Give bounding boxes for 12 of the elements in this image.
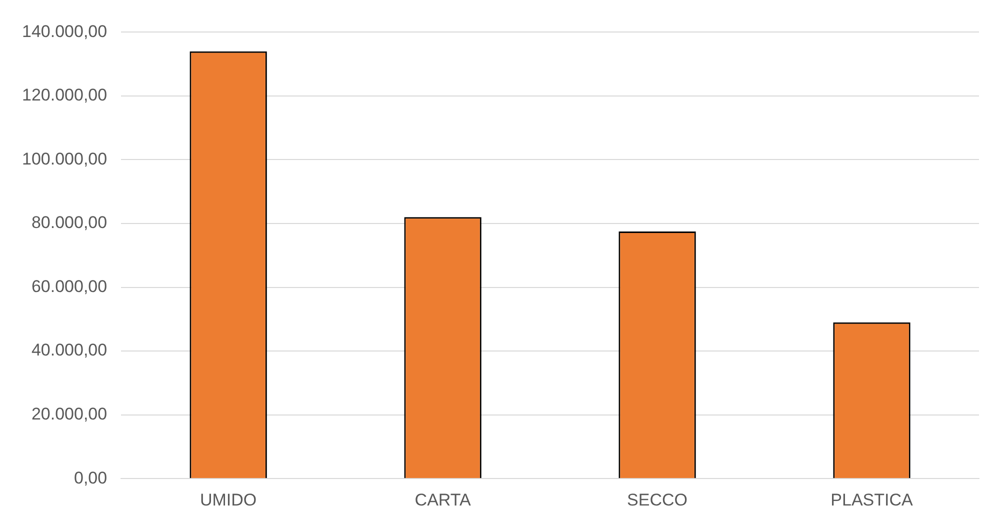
y-tick-label: 140.000,00 <box>22 22 108 41</box>
x-tick-label: PLASTICA <box>830 490 914 510</box>
y-tick-label: 40.000,00 <box>31 340 108 360</box>
y-tick-label: 60.000,00 <box>31 276 108 296</box>
x-tick-label: UMIDO <box>200 490 257 510</box>
x-tick-label: SECCO <box>627 490 688 510</box>
y-tick-label: 80.000,00 <box>31 213 108 232</box>
y-tick-label: 0,00 <box>74 468 108 488</box>
y-tick-label: 100.000,00 <box>22 149 108 168</box>
x-tick-label: CARTA <box>414 490 472 510</box>
y-tick-label: 120.000,00 <box>22 86 108 105</box>
y-tick-label: 20.000,00 <box>31 404 108 424</box>
